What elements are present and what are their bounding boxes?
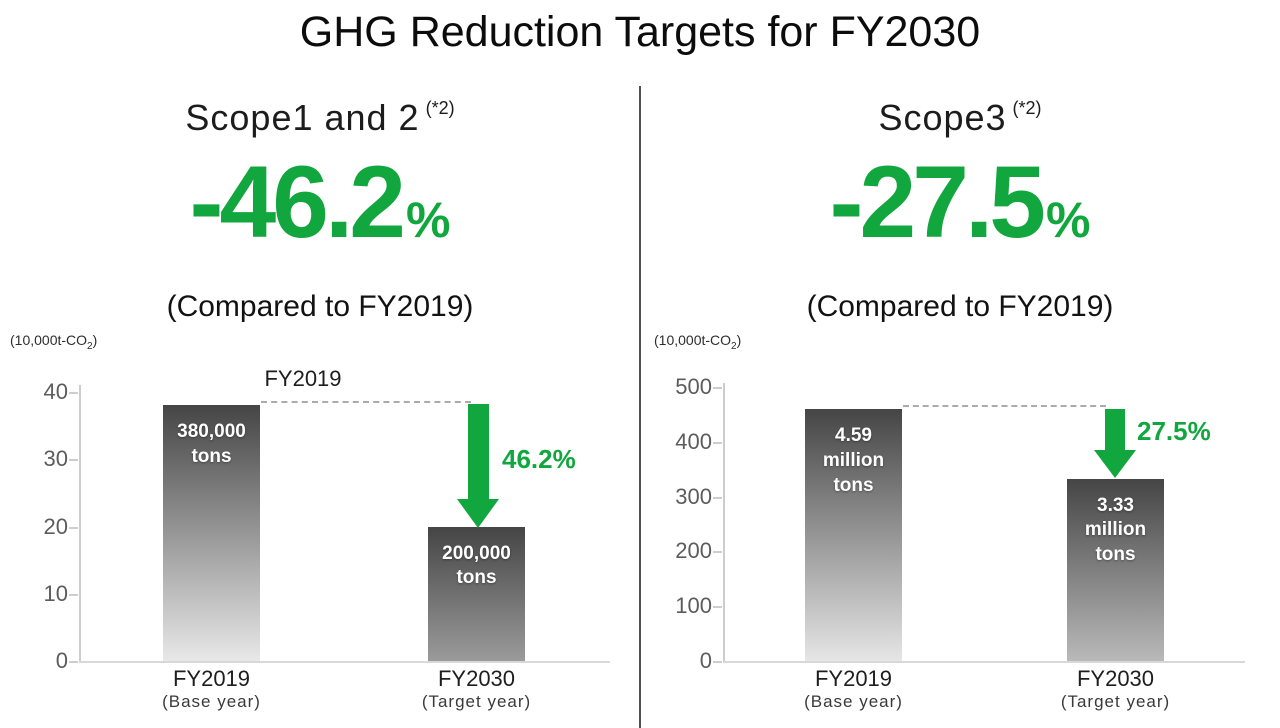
baseline-dashed-line [903, 405, 1106, 407]
reduction-arrow-shaft [1105, 409, 1125, 450]
y-axis-tick [713, 551, 722, 554]
reduction-arrow-head-icon [457, 499, 499, 528]
scope3-axis-unit-label: (10,000t-CO2) [654, 332, 741, 352]
bar-value-label: 200,000 tons [442, 542, 511, 589]
y-axis-tick [713, 441, 722, 444]
y-axis-tick [713, 606, 722, 609]
unit-prefix: (10,000t-CO [10, 332, 88, 348]
scope3-title-text: Scope3 [878, 97, 1007, 138]
scope1-2-title-text: Scope1 and 2 [185, 97, 420, 138]
bar-fy2019: 4.59 million tons [805, 409, 902, 661]
scope1-2-reduction-headline: -46.2% [0, 146, 640, 258]
unit-subscript: 2 [87, 340, 93, 352]
y-axis-tick [69, 459, 78, 462]
scope1-2-reduction-value: -46.2 [189, 145, 406, 259]
scope1-2-percent-sign: % [406, 192, 451, 248]
panel-scope1-2: Scope1 and 2 (*2) -46.2% (Compared to FY2… [0, 97, 640, 711]
x-axis-category-label: FY2019 [172, 666, 251, 691]
bar-fy2030: 3.33 million tons [1067, 478, 1164, 661]
x-axis-line [79, 661, 610, 663]
y-axis-tick [69, 593, 78, 596]
reduction-arrow-head-icon [1094, 450, 1136, 478]
y-axis-tick-label: 0 [699, 648, 712, 673]
bar-fy2019: 380,000 tons [163, 405, 260, 661]
y-axis-tick [69, 661, 78, 663]
x-axis-category-label: FY2019 [814, 666, 893, 691]
baseline-dashed-line [261, 401, 471, 403]
scope3-title: Scope3 (*2) [640, 97, 1280, 139]
x-axis-category-sublabel: (Target year) [1060, 692, 1171, 711]
scope3-reduction-headline: -27.5% [640, 146, 1280, 258]
unit-subscript: 2 [731, 340, 737, 352]
y-axis-line [723, 383, 725, 663]
y-axis-tick-label: 20 [43, 513, 68, 539]
scope1-2-compare-note: (Compared to FY2019) [166, 290, 474, 323]
reduction-percent-label: 46.2% [502, 444, 576, 474]
bar-value-label: 380,000 tons [177, 421, 246, 468]
bar-value-label: 3.33 million tons [1084, 494, 1147, 565]
x-axis-category-sublabel: (Target year) [421, 692, 532, 711]
y-axis-tick-label: 500 [675, 374, 712, 399]
x-axis-line [723, 661, 1245, 663]
scope3-compare-note: (Compared to FY2019) [806, 290, 1114, 323]
scope1-2-footnote-ref: (*2) [425, 98, 455, 118]
y-axis-tick-label: 10 [43, 580, 68, 606]
x-axis-category-label: FY2030 [1076, 666, 1155, 691]
y-axis-tick-label: 100 [675, 593, 712, 619]
unit-suffix: ) [736, 332, 742, 348]
y-axis-tick [713, 387, 722, 389]
y-axis-line [79, 385, 81, 663]
y-axis-tick [713, 496, 722, 499]
unit-prefix: (10,000t-CO [654, 332, 732, 348]
y-axis-tick-label: 30 [43, 446, 68, 472]
page-title: GHG Reduction Targets for FY2030 [299, 8, 981, 56]
baseline-year-label: FY2019 [264, 366, 342, 391]
bar-chart-scope1-2: 0 10 20 30 40 380,000 tons FY2019 (Base year) 20… [43, 366, 610, 711]
unit-suffix: ) [92, 332, 98, 348]
scope1-2-axis-unit-label: (10,000t-CO2) [10, 332, 97, 352]
y-axis-tick [69, 392, 78, 394]
x-axis-category-label: FY2030 [437, 666, 516, 691]
scope3-percent-sign: % [1046, 192, 1091, 248]
reduction-percent-label: 27.5% [1137, 416, 1211, 446]
y-axis-tick-label: 40 [43, 379, 68, 404]
panel-divider [639, 86, 641, 728]
y-axis-tick-label: 300 [675, 483, 712, 509]
x-axis-category-sublabel: (Base year) [162, 692, 261, 711]
y-axis-tick-label: 0 [55, 648, 68, 673]
bar-fy2030: 200,000 tons [428, 526, 525, 661]
panel-scope3: Scope3 (*2) -27.5% (Compared to FY2019) (… [640, 0, 1280, 728]
bar-chart-scope3: 0 100 200 300 400 500 4.59 million tons FY2019(… [640, 0, 1280, 728]
scope3-reduction-value: -27.5 [829, 145, 1046, 259]
reduction-arrow-shaft [467, 404, 489, 499]
y-axis-tick [69, 526, 78, 529]
x-axis-category-sublabel: (Base year) [804, 692, 903, 711]
bar-value-label: 4.59 million tons [822, 425, 885, 496]
y-axis-tick [713, 661, 722, 663]
scope1-2-title: Scope1 and 2 (*2) [0, 97, 640, 139]
y-axis-tick-label: 400 [675, 428, 712, 454]
scope3-footnote-ref: (*2) [1012, 98, 1042, 118]
y-axis-tick-label: 200 [675, 538, 712, 564]
